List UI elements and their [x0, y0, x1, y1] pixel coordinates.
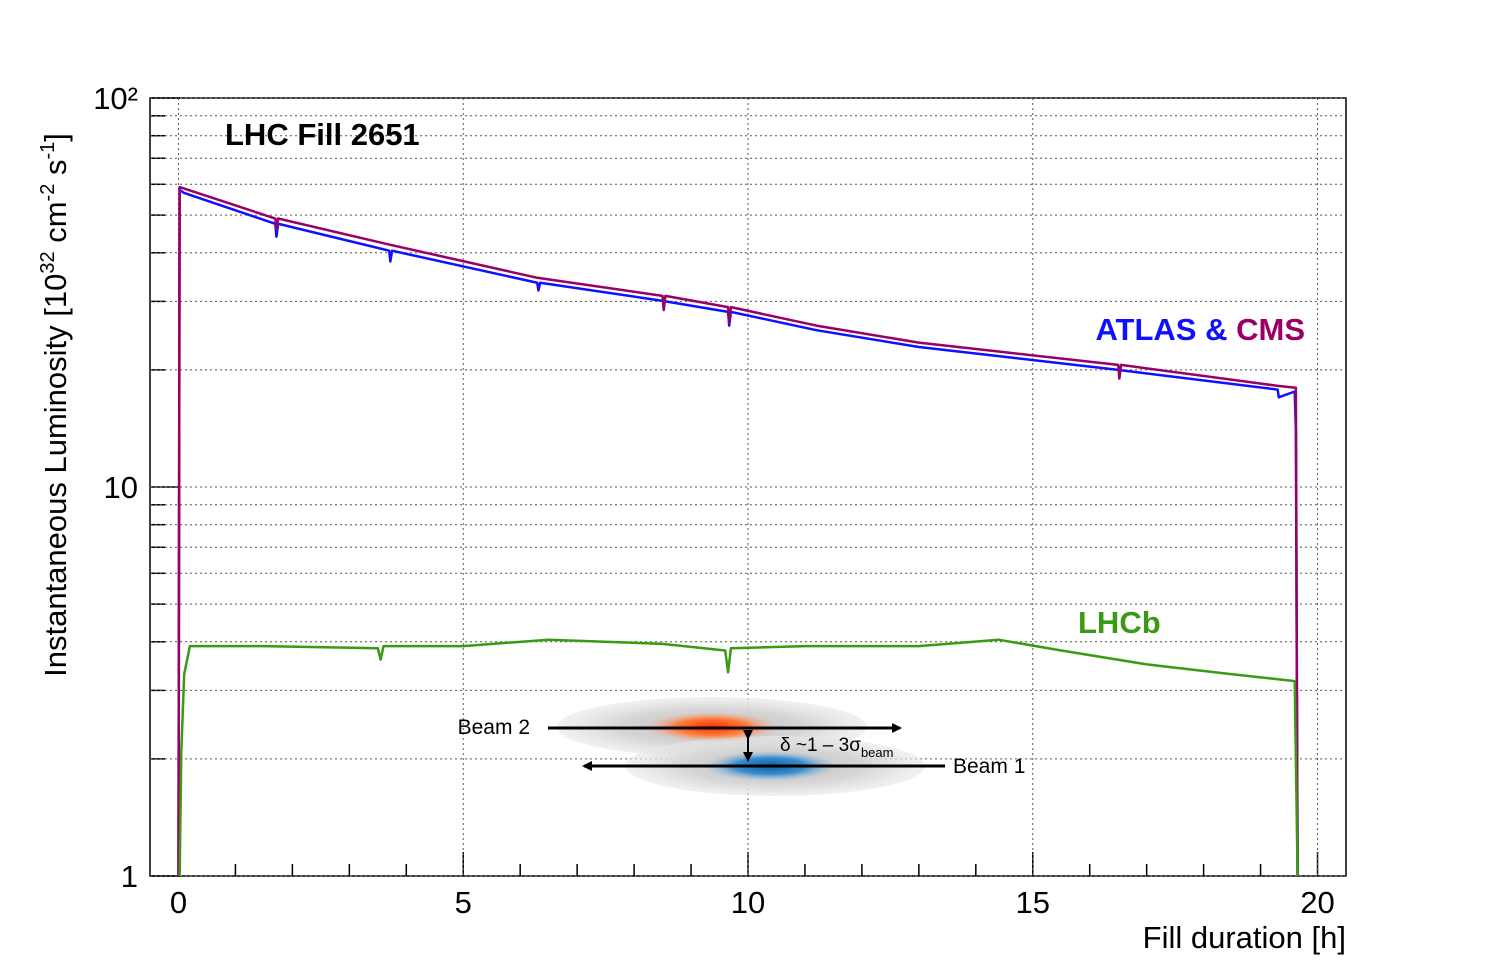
y-label-superscript: -1 — [37, 142, 59, 160]
y-label-text: cm — [38, 201, 73, 251]
y-label-text: s — [38, 160, 73, 184]
separation-label: δ ~1 – 3σbeam — [780, 735, 893, 760]
beam-inset: Beam 2 Beam 1 δ ~1 – 3σbeam — [458, 697, 1025, 796]
y-tick-label: 1 — [121, 859, 138, 894]
legend-joiner: & — [1205, 312, 1227, 347]
chart-title: LHC Fill 2651 — [225, 117, 420, 152]
series-line — [177, 185, 1299, 877]
y-label-text: ] — [38, 133, 73, 142]
beam1-label: Beam 1 — [953, 755, 1025, 778]
legend-entry: LHCb — [1078, 605, 1161, 640]
x-tick-label: 5 — [455, 885, 472, 920]
y-label-superscript: 32 — [37, 251, 59, 273]
grid — [150, 97, 1346, 877]
y-tick-label: 10 — [104, 470, 138, 505]
separation-text: δ ~1 – 3σ — [780, 735, 861, 756]
legend-atlas-cms: ATLAS & CMS — [1095, 312, 1305, 347]
y-label-text: Instantaneous Luminosity [10 — [38, 274, 73, 677]
legend-entry: ATLAS — [1095, 312, 1196, 347]
beam2-label: Beam 2 — [458, 716, 530, 739]
series-lines — [177, 185, 1299, 877]
separation-subscript: beam — [861, 745, 894, 760]
x-axis-label: Fill duration [h] — [1143, 920, 1346, 955]
x-tick-label: 10 — [731, 885, 765, 920]
y-axis-label: Instantaneous Luminosity [1032 cm-2 s-1] — [37, 133, 73, 677]
y-label-superscript: -2 — [37, 184, 59, 202]
x-tick-label: 15 — [1016, 885, 1050, 920]
x-tick-label: 0 — [170, 885, 187, 920]
y-tick-label: 10² — [93, 81, 138, 116]
series-line — [178, 638, 1299, 877]
legend-entry: CMS — [1236, 312, 1305, 347]
x-tick-label: 20 — [1300, 885, 1334, 920]
